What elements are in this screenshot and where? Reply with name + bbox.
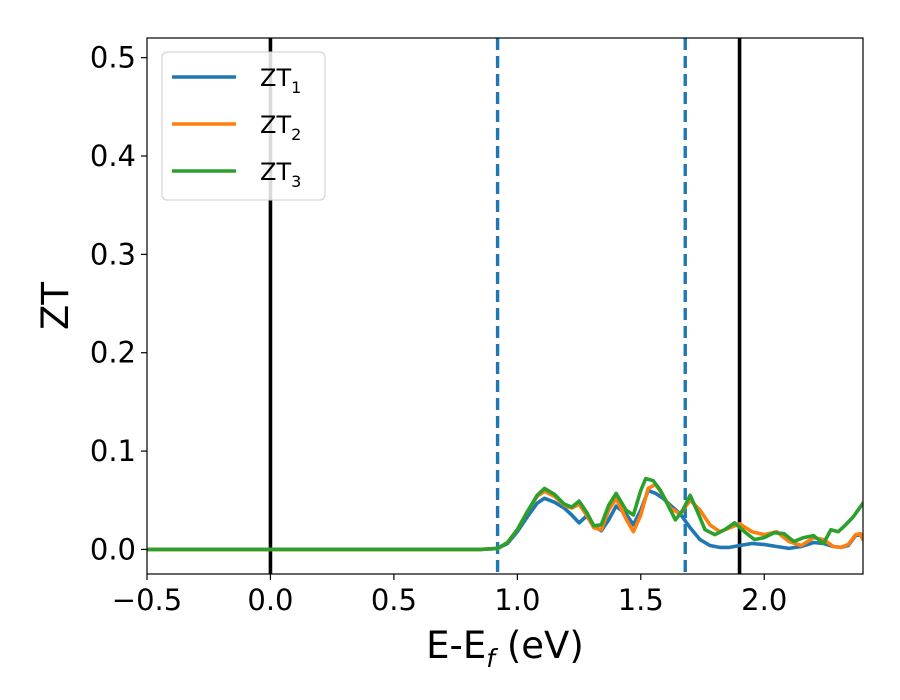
- series-line-zt1: [147, 488, 863, 552]
- y-tick-label: 0.0: [90, 532, 136, 566]
- y-tick-label: 0.3: [90, 237, 136, 271]
- x-tick-label: 0.5: [371, 583, 417, 617]
- y-axis-ticks: 0.0 0.1 0.2 0.3 0.4 0.5: [90, 41, 147, 566]
- y-tick-label: 0.2: [90, 336, 136, 370]
- y-tick-label: 0.5: [90, 41, 136, 75]
- x-tick-label: −0.5: [112, 583, 182, 617]
- y-axis-label: ZT: [34, 282, 77, 330]
- legend-box: [161, 51, 326, 201]
- x-tick-label: 1.0: [494, 583, 540, 617]
- legend-label-zt2: ZT2: [260, 111, 301, 144]
- x-axis-label: E-Ef (eV): [426, 624, 584, 673]
- y-tick-label: 0.1: [90, 434, 136, 468]
- plot-frame: [146, 37, 864, 575]
- x-axis-ticks: −0.5 0.0 0.5 1.0 1.5 2.0: [112, 574, 787, 617]
- legend-label-zt3: ZT3: [260, 158, 301, 191]
- y-tick-label: 0.4: [90, 139, 136, 173]
- legend-label-zt1: ZT1: [260, 64, 301, 97]
- series-lines: [147, 476, 863, 552]
- x-tick-label: 1.5: [618, 583, 664, 617]
- x-tick-label: 0.0: [247, 583, 293, 617]
- x-tick-label: 2.0: [741, 583, 787, 617]
- series-line-zt3: [147, 476, 863, 552]
- legend: ZT1 ZT2 ZT3: [161, 51, 326, 201]
